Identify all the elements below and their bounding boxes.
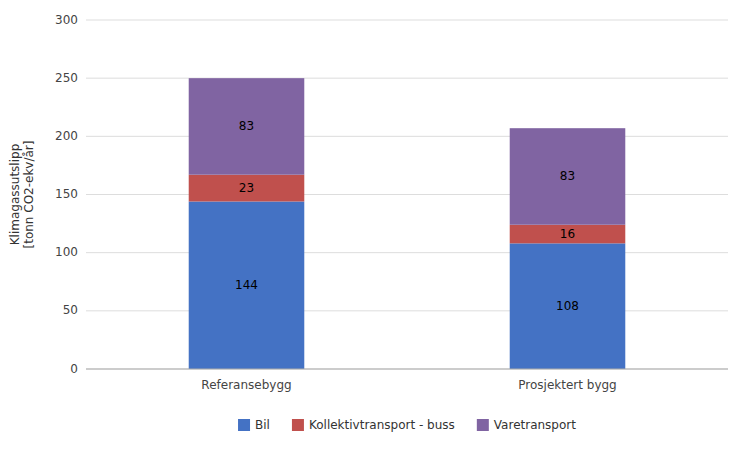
x-tick-label: Referansebygg — [201, 378, 291, 392]
y-tick-label: 150 — [55, 187, 78, 201]
y-axis-label: Klimagassutslipp[tonn CO2-ekv/år] — [8, 141, 36, 249]
data-label: 83 — [239, 119, 254, 133]
bar-segment — [189, 201, 305, 369]
legend-swatch — [477, 419, 489, 431]
bar-segment — [189, 175, 305, 202]
grid-line — [86, 369, 728, 370]
y-axis-label-line: Klimagassutslipp — [8, 144, 22, 246]
data-label: 144 — [235, 278, 258, 292]
data-label: 16 — [560, 227, 575, 241]
grid-line — [86, 78, 728, 79]
bar-segment — [510, 128, 626, 225]
legend-swatch — [292, 419, 304, 431]
grid-line — [86, 194, 728, 195]
bar-segment — [189, 78, 305, 175]
legend-label: Kollektivtransport - buss — [309, 418, 455, 432]
grid-line — [86, 310, 728, 311]
bar-segment — [510, 243, 626, 369]
bars — [189, 78, 626, 369]
grid-line — [86, 136, 728, 137]
grid-line — [86, 252, 728, 253]
x-axis-line — [86, 369, 728, 370]
x-tick-label: Prosjektert bygg — [518, 378, 616, 392]
page: {"chart_data": {"type": "bar", "stacked"… — [0, 0, 752, 451]
chart-container: 0 50 100 150 200 250 300 Klimagassutslipp[tonn … — [0, 0, 752, 451]
legend-swatch — [238, 419, 250, 431]
y-axis-label-line: [tonn CO2-ekv/år] — [22, 141, 36, 249]
chart: 0 50 100 150 200 250 300 Klimagassutslipp[tonn … — [0, 0, 752, 451]
legend-label: Varetransport — [494, 418, 576, 432]
grid-line — [86, 20, 728, 21]
data-labels: 144 108 23 16 83 83 — [235, 119, 579, 313]
data-label: 23 — [239, 181, 254, 195]
y-tick-label: 50 — [63, 303, 78, 317]
y-tick-label: 0 — [70, 362, 78, 376]
data-label: 83 — [560, 169, 575, 183]
legend: Bil Kollektivtransport - buss Varetranspor… — [238, 418, 576, 432]
y-tick-label: 100 — [55, 245, 78, 259]
y-tick-label: 300 — [55, 13, 78, 27]
y-tick-label: 250 — [55, 71, 78, 85]
legend-label: Bil — [255, 418, 270, 432]
data-label: 108 — [556, 299, 579, 313]
bar-segment — [510, 225, 626, 244]
y-grid — [86, 20, 728, 369]
y-tick-label: 200 — [55, 129, 78, 143]
